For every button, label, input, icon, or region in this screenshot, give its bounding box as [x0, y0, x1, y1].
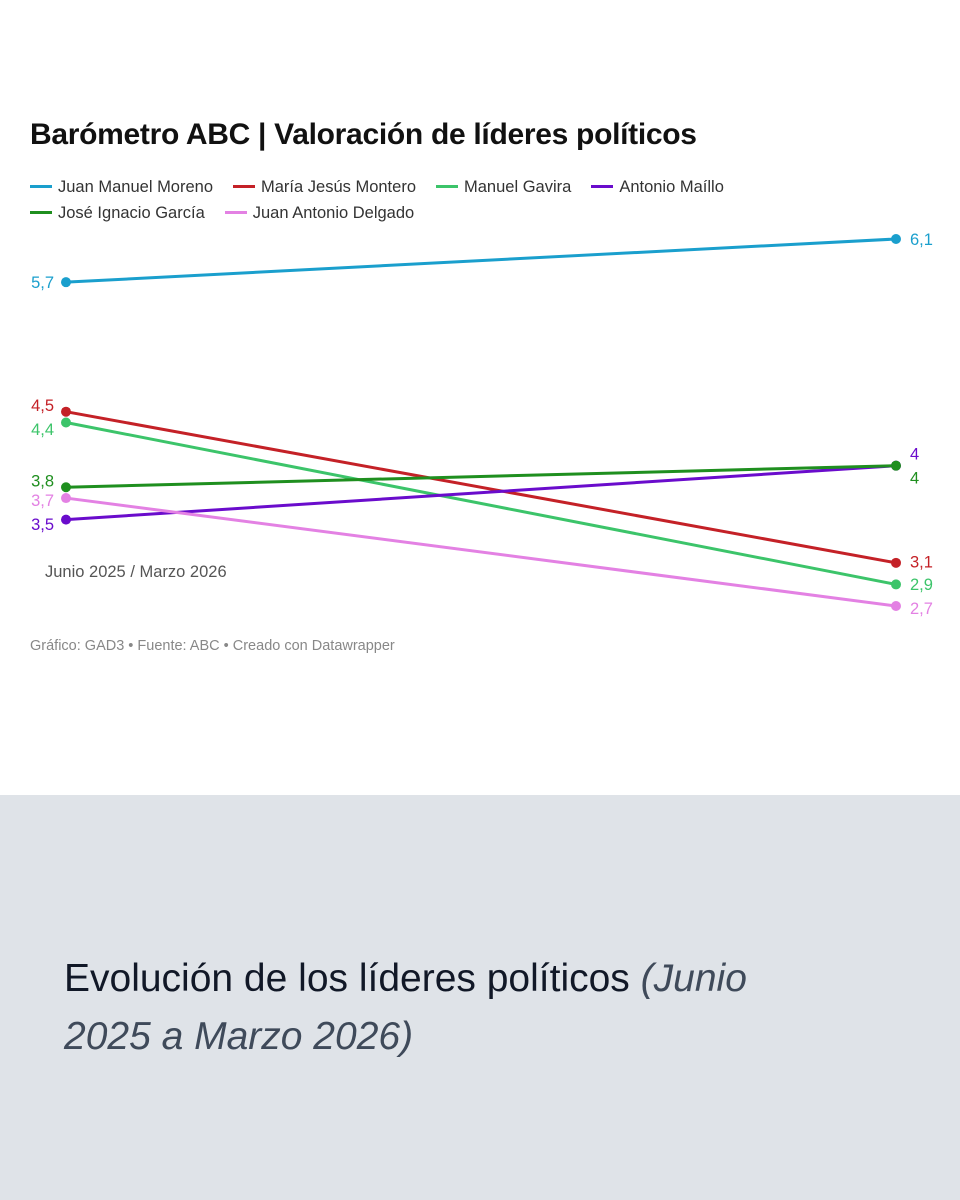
period-label: Junio 2025 / Marzo 2026 — [45, 563, 227, 581]
legend-swatch — [591, 185, 614, 189]
series-line — [65, 464, 897, 522]
legend-label: Juan Antonio Delgado — [252, 204, 415, 222]
legend-item: Juan Antonio Delgado — [224, 200, 415, 226]
series-line — [65, 237, 897, 284]
legend-swatch — [30, 211, 52, 215]
series-line — [65, 496, 897, 608]
data-point — [61, 277, 71, 288]
legend-label: Manuel Gavira — [464, 178, 572, 196]
data-label: 4 — [910, 470, 919, 488]
data-label: 4,5 — [31, 397, 54, 415]
data-label: 3,8 — [31, 473, 54, 491]
chart-title: Barómetro ABC | Valoración de líderes po… — [30, 118, 697, 151]
data-point — [61, 417, 71, 428]
series-line — [65, 410, 897, 565]
caption-italic: (Junio 2025 a Marzo 2026) — [64, 957, 747, 1058]
data-point — [891, 234, 901, 244]
legend-label: Antonio Maíllo — [619, 178, 724, 196]
legend-item: Manuel Gavira — [436, 174, 571, 200]
series-line — [65, 464, 897, 489]
data-point — [891, 460, 901, 471]
data-label: 5,7 — [31, 274, 54, 292]
source-note: Gráfico: GAD3 • Fuente: ABC • Creado con… — [30, 638, 395, 654]
legend-item: Juan Manuel Moreno — [30, 174, 213, 200]
legend-swatch — [30, 185, 52, 189]
legend-item: Antonio Maíllo — [591, 174, 724, 200]
legend-label: Juan Manuel Moreno — [58, 178, 214, 196]
data-point — [61, 406, 71, 417]
caption-main: Evolución de los líderes políticos — [64, 957, 630, 1000]
data-point — [61, 514, 71, 525]
line-chart: 5,7 6,1 4,5 3,1 4,4 2,9 3,5 4 3,8 4 3,7 2,7 — [31, 231, 933, 618]
data-label: 4,4 — [31, 421, 54, 439]
legend-swatch — [233, 185, 256, 189]
legend-swatch — [224, 211, 247, 215]
legend-item: María Jesús Montero — [233, 174, 416, 200]
data-label: 2,9 — [910, 576, 933, 594]
data-label: 2,7 — [910, 600, 933, 618]
legend-label: María Jesús Montero — [261, 178, 416, 196]
data-point — [61, 482, 71, 493]
data-label: 6,1 — [910, 231, 933, 249]
chart-card: Barómetro ABC | Valoración de líderes po… — [30, 118, 933, 654]
data-point — [61, 493, 71, 504]
data-label: 3,7 — [31, 492, 54, 510]
series-line — [65, 421, 897, 586]
legend-label: José Ignacio García — [58, 204, 205, 222]
legend-item: José Ignacio García — [30, 200, 205, 226]
data-label: 3,1 — [910, 554, 933, 572]
data-point — [891, 601, 901, 611]
data-label: 4 — [910, 446, 919, 464]
data-point — [891, 557, 901, 568]
caption: Evolución de los líderes políticos (Juni… — [64, 950, 844, 1066]
data-point — [891, 579, 901, 590]
caption-panel — [0, 795, 960, 1200]
legend-swatch — [436, 185, 458, 189]
chart-legend: Juan Manuel Moreno María Jesús Montero Man… — [30, 174, 930, 226]
data-label: 3,5 — [31, 516, 54, 534]
